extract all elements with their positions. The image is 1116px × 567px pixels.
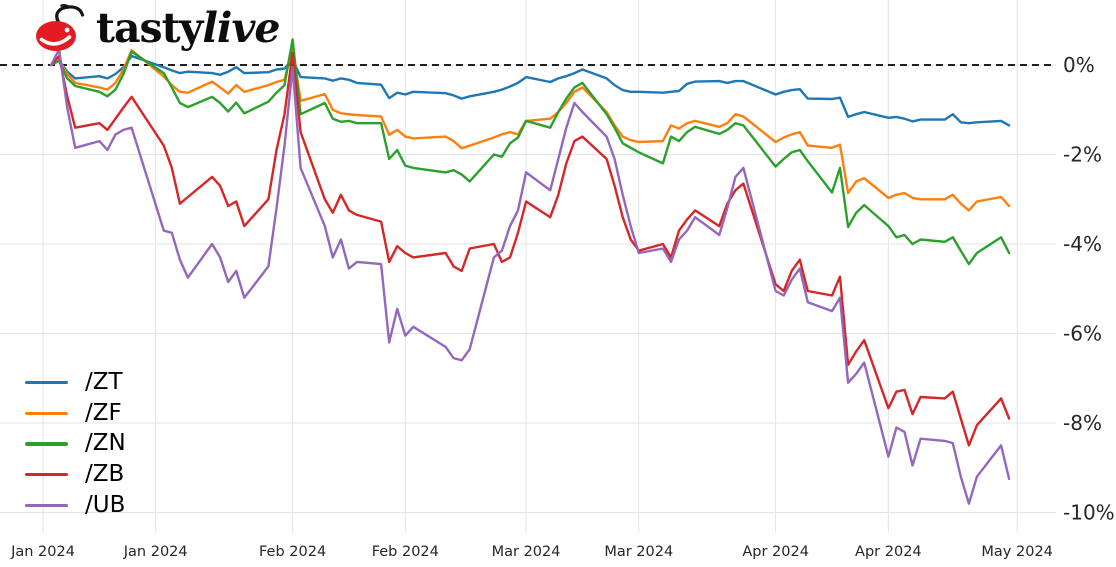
zn-line-swatch (25, 442, 68, 446)
series-line-zn (49, 38, 1011, 266)
legend-label-ub: /UB (85, 492, 126, 519)
legend-label-zf: /ZF (85, 399, 122, 426)
y-tick-label: -6% (1063, 322, 1102, 346)
series-line-zb (49, 51, 1011, 447)
y-tick-label: -2% (1063, 143, 1102, 167)
x-tick-label: Jan 2024 (123, 544, 188, 560)
legend-item-zb: /ZB (25, 459, 126, 490)
x-tick-label: Feb 2024 (372, 544, 439, 560)
x-tick-label: Apr 2024 (855, 544, 922, 560)
zt-line-swatch (25, 380, 68, 385)
legend-item-zt: /ZT (25, 367, 126, 398)
tastylive-logo: tastylive (10, 4, 280, 52)
y-tick-label: 0% (1063, 53, 1095, 77)
y-tick-label: -10% (1063, 501, 1115, 525)
zf-line-swatch (25, 411, 68, 415)
ub-line-swatch (25, 503, 68, 508)
brand-suffix: live (202, 4, 280, 52)
brand-text: tastylive (96, 4, 280, 52)
brand-prefix: tasty (96, 4, 203, 52)
y-tick-label: -4% (1063, 232, 1102, 256)
legend: /ZT /ZF /ZN /ZB /UB (25, 367, 126, 521)
legend-label-zb: /ZB (85, 461, 125, 488)
x-tick-label: May 2024 (981, 544, 1053, 560)
legend-label-zt: /ZT (85, 368, 123, 395)
x-tick-label: Apr 2024 (742, 544, 809, 560)
x-tick-label: Mar 2024 (492, 544, 561, 560)
cherry-icon (36, 4, 85, 51)
x-tick-label: Feb 2024 (259, 544, 326, 560)
y-tick-label: -8% (1063, 411, 1102, 435)
legend-item-zn: /ZN (25, 429, 126, 460)
x-tick-label: Mar 2024 (604, 544, 673, 560)
series-line-ub (49, 48, 1011, 505)
legend-item-ub: /UB (25, 490, 126, 521)
legend-item-zf: /ZF (25, 398, 126, 429)
series-line-zt (49, 54, 1011, 127)
zb-line-swatch (25, 473, 68, 477)
x-tick-label: Jan 2024 (10, 544, 75, 560)
legend-label-zn: /ZN (85, 430, 126, 457)
